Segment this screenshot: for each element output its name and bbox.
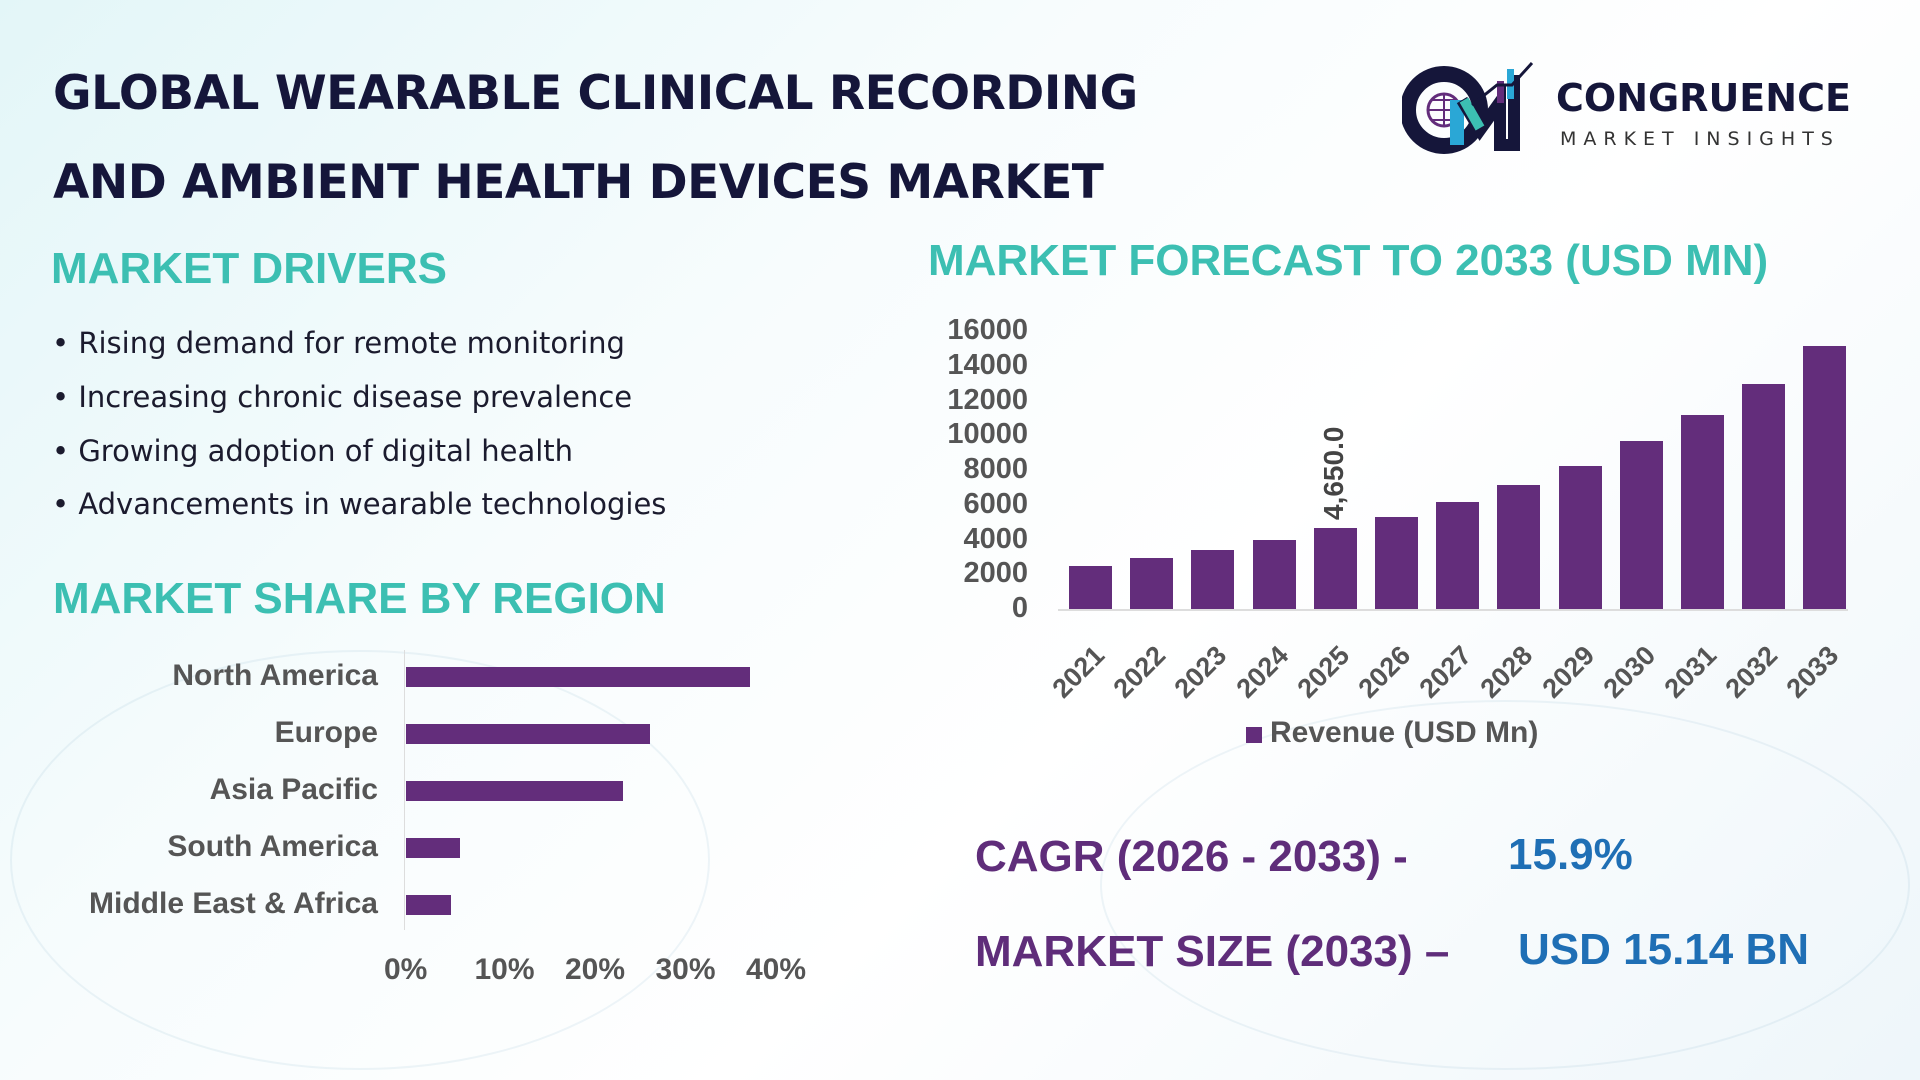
region-bar (406, 895, 452, 915)
x-tick: 2033 (1780, 640, 1845, 704)
data-label: 4,650.0 (1317, 426, 1349, 521)
legend-swatch (1246, 727, 1262, 743)
driver-item: • Growing adoption of digital health (52, 434, 574, 468)
x-tick: 2022 (1107, 640, 1172, 704)
page-title-line1: GLOBAL WEARABLE CLINICAL RECORDING (53, 66, 1138, 121)
region-x-tick: 40% (746, 953, 807, 986)
forecast-bar (1130, 557, 1174, 609)
region-label: South America (167, 830, 378, 863)
region-label: Europe (274, 716, 378, 749)
driver-item: • Advancements in wearable technologies (52, 487, 667, 521)
cagr-label: CAGR (2026 - 2033) - (975, 832, 1408, 881)
region-bar (406, 838, 461, 858)
y-tick: 14000 (947, 348, 1028, 381)
forecast-bar (1497, 485, 1541, 609)
forecast-bar (1375, 517, 1418, 609)
legend-label: Revenue (USD Mn) (1270, 716, 1539, 749)
y-tick: 6000 (963, 487, 1028, 520)
x-tick: 2024 (1230, 640, 1294, 704)
drivers-heading: MARKET DRIVERS (51, 244, 448, 293)
background-wave (1100, 700, 1910, 1070)
x-tick: 2032 (1719, 640, 1784, 704)
region-axis-line (404, 650, 405, 930)
market-size-label: MARKET SIZE (2033) – (975, 927, 1450, 976)
region-x-tick: 30% (655, 953, 716, 986)
forecast-bar (1803, 345, 1847, 609)
region-label: Middle East & Africa (89, 887, 378, 920)
page-title-line2: AND AMBIENT HEALTH DEVICES MARKET (53, 155, 1104, 210)
y-tick: 10000 (947, 418, 1028, 451)
x-tick: 2029 (1536, 640, 1600, 704)
background-wave (10, 650, 710, 1070)
forecast-bar (1681, 415, 1724, 609)
x-tick: 2021 (1046, 640, 1111, 704)
x-tick: 2025 (1291, 640, 1356, 704)
forecast-bar (1558, 465, 1602, 609)
x-tick: 2023 (1168, 640, 1233, 704)
y-tick: 4000 (963, 522, 1028, 555)
region-heading: MARKET SHARE BY REGION (53, 574, 666, 623)
region-label: Asia Pacific (209, 773, 378, 806)
market-size-value: USD 15.14 BN (1518, 925, 1810, 974)
forecast-heading: MARKET FORECAST TO 2033 (USD MN) (928, 236, 1769, 285)
y-tick: 0 (1011, 592, 1028, 624)
driver-item: • Increasing chronic disease prevalence (52, 380, 633, 414)
cagr-value: 15.9% (1508, 830, 1633, 879)
x-tick: 2030 (1597, 640, 1662, 704)
forecast-bar (1313, 528, 1357, 609)
region-bar (406, 667, 750, 687)
region-x-tick: 20% (565, 953, 626, 986)
x-tick: 2026 (1352, 640, 1417, 704)
driver-item: • Rising demand for remote monitoring (52, 326, 625, 360)
y-tick: 12000 (947, 383, 1028, 416)
logo-tagline: MARKET INSIGHTS (1560, 128, 1840, 150)
forecast-bar (1742, 383, 1786, 609)
region-label: North America (172, 659, 378, 692)
x-tick: 2031 (1658, 640, 1723, 704)
y-tick: 2000 (963, 557, 1028, 590)
y-tick: 8000 (963, 453, 1028, 485)
x-axis-line (1058, 609, 1848, 611)
forecast-bar (1436, 502, 1480, 609)
region-x-tick: 10% (474, 953, 535, 986)
logo-mark (1400, 55, 1542, 155)
forecast-bar (1252, 540, 1296, 609)
y-tick: 16000 (947, 314, 1028, 346)
region-bar (406, 724, 651, 744)
forecast-bar (1191, 550, 1235, 609)
region-x-tick: 0% (384, 953, 428, 986)
logo-name: CONGRUENCE (1556, 76, 1851, 120)
region-bar (406, 781, 624, 801)
forecast-bar (1069, 566, 1112, 609)
forecast-bar (1619, 441, 1663, 609)
